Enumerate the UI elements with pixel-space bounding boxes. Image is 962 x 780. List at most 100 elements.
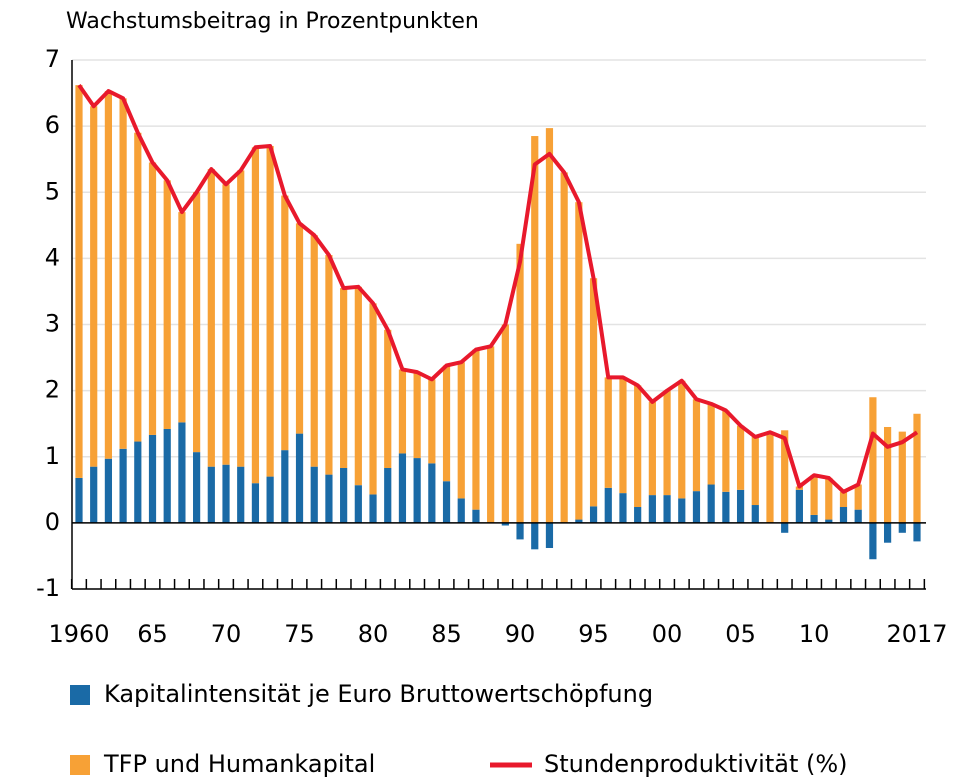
- bar: [781, 430, 789, 523]
- legend-label: TFP und Humankapital: [103, 750, 375, 778]
- bar: [604, 487, 612, 523]
- bar: [148, 162, 157, 435]
- x-tick-label: 70: [211, 620, 242, 648]
- bar: [501, 324, 509, 523]
- bar: [398, 369, 407, 454]
- x-tick-label: 65: [137, 620, 168, 648]
- bar: [898, 431, 906, 523]
- bar: [90, 106, 98, 467]
- bar: [648, 401, 656, 496]
- bar: [516, 522, 524, 540]
- bar: [839, 491, 848, 508]
- y-tick-label: 5: [45, 177, 60, 205]
- bar: [384, 329, 392, 468]
- bar: [722, 491, 730, 523]
- bar: [751, 505, 759, 523]
- bar: [325, 474, 333, 523]
- bar: [707, 484, 715, 523]
- bar: [369, 303, 377, 495]
- y-tick-label: 3: [45, 310, 60, 338]
- bar: [310, 466, 318, 523]
- bar: [384, 467, 392, 523]
- bar: [692, 491, 701, 523]
- bar: [487, 346, 495, 523]
- bar: [134, 132, 142, 442]
- bar: [428, 463, 436, 523]
- x-tick-label: 85: [431, 620, 462, 648]
- bar: [575, 519, 583, 523]
- y-tick-label: 6: [45, 111, 60, 139]
- x-tick-label: 75: [284, 620, 315, 648]
- bar: [766, 432, 774, 523]
- bar: [869, 522, 877, 560]
- bar: [134, 441, 142, 523]
- bar: [472, 349, 480, 510]
- bar: [781, 522, 789, 533]
- bar: [119, 98, 127, 449]
- bar: [457, 362, 465, 499]
- bar: [442, 365, 451, 482]
- bar: [369, 494, 377, 523]
- bar: [428, 379, 436, 464]
- legend-swatch: [70, 755, 90, 775]
- legend-label: Stundenproduktivität (%): [544, 750, 848, 778]
- bar: [678, 498, 686, 523]
- bar: [619, 493, 627, 523]
- y-tick-label: 4: [45, 243, 60, 271]
- bar: [413, 372, 421, 459]
- bar: [619, 377, 627, 494]
- bar: [266, 476, 274, 523]
- bar: [810, 514, 818, 523]
- legend-swatch: [70, 685, 90, 705]
- bar: [340, 288, 348, 468]
- bar: [560, 172, 568, 523]
- bar: [810, 475, 818, 515]
- y-tick-label: 2: [45, 376, 60, 404]
- bar: [222, 184, 230, 465]
- bar: [163, 180, 171, 429]
- bar: [148, 434, 157, 523]
- bar: [207, 466, 215, 523]
- bar: [634, 507, 642, 523]
- bar: [531, 522, 539, 550]
- bar: [707, 403, 715, 485]
- bar: [678, 380, 686, 499]
- bar: [104, 458, 113, 523]
- bar: [178, 422, 186, 523]
- bar: [251, 147, 260, 484]
- bar: [736, 489, 745, 523]
- x-tick-label: 80: [358, 620, 389, 648]
- bar: [825, 519, 833, 523]
- y-tick-label: 0: [45, 508, 60, 536]
- bar: [692, 399, 701, 492]
- x-tick-label: 95: [578, 620, 609, 648]
- bar: [457, 498, 465, 523]
- bar: [237, 170, 245, 467]
- bar: [340, 467, 348, 523]
- bar: [545, 128, 554, 523]
- bar: [472, 509, 480, 523]
- bar: [722, 410, 730, 492]
- bar: [193, 192, 201, 453]
- bar: [501, 522, 509, 526]
- bar: [751, 436, 759, 506]
- bar: [854, 509, 862, 523]
- bar: [251, 483, 260, 523]
- bar: [604, 377, 612, 488]
- bar: [795, 489, 803, 523]
- bar: [104, 91, 113, 459]
- bar: [531, 136, 539, 523]
- bar: [178, 212, 186, 423]
- bar: [222, 464, 230, 523]
- y-tick-label: -1: [36, 574, 60, 602]
- bar: [119, 448, 127, 523]
- bar: [90, 466, 98, 523]
- bar: [442, 481, 451, 523]
- bar: [354, 286, 362, 486]
- chart-title: Wachstumsbeitrag in Prozentpunkten: [66, 9, 479, 34]
- bar: [825, 477, 833, 520]
- bar: [295, 433, 304, 523]
- legend-label: Kapitalintensität je Euro Bruttowertschö…: [104, 680, 653, 708]
- bar: [545, 522, 554, 549]
